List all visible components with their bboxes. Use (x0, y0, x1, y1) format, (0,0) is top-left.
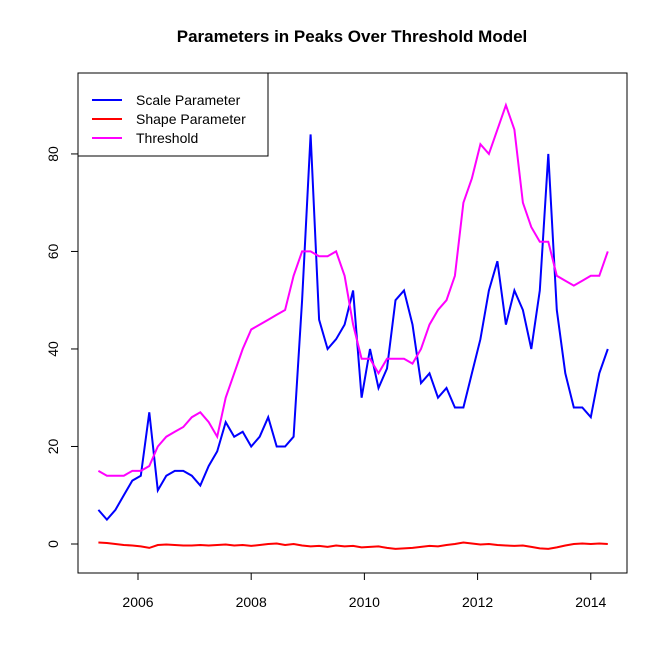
line (97, 102, 609, 477)
y-tick-label: 80 (45, 146, 61, 162)
legend-label: Scale Parameter (136, 92, 241, 108)
y-tick-label: 40 (45, 341, 61, 357)
y-tick-label: 0 (45, 540, 61, 548)
legend-label: Threshold (136, 130, 198, 146)
x-tick-label: 2006 (122, 594, 153, 610)
x-tick-label: 2012 (462, 594, 493, 610)
legend-box (77, 72, 269, 157)
chart-title: Parameters in Peaks Over Threshold Model (177, 27, 528, 46)
x-tick-label: 2010 (349, 594, 380, 610)
line (97, 134, 609, 522)
y-tick-label: 60 (45, 243, 61, 259)
legend-label: Shape Parameter (136, 111, 246, 127)
line (98, 541, 608, 550)
x-tick-label: 2014 (575, 594, 606, 610)
y-tick-label: 20 (45, 438, 61, 454)
x-tick-label: 2008 (236, 594, 267, 610)
